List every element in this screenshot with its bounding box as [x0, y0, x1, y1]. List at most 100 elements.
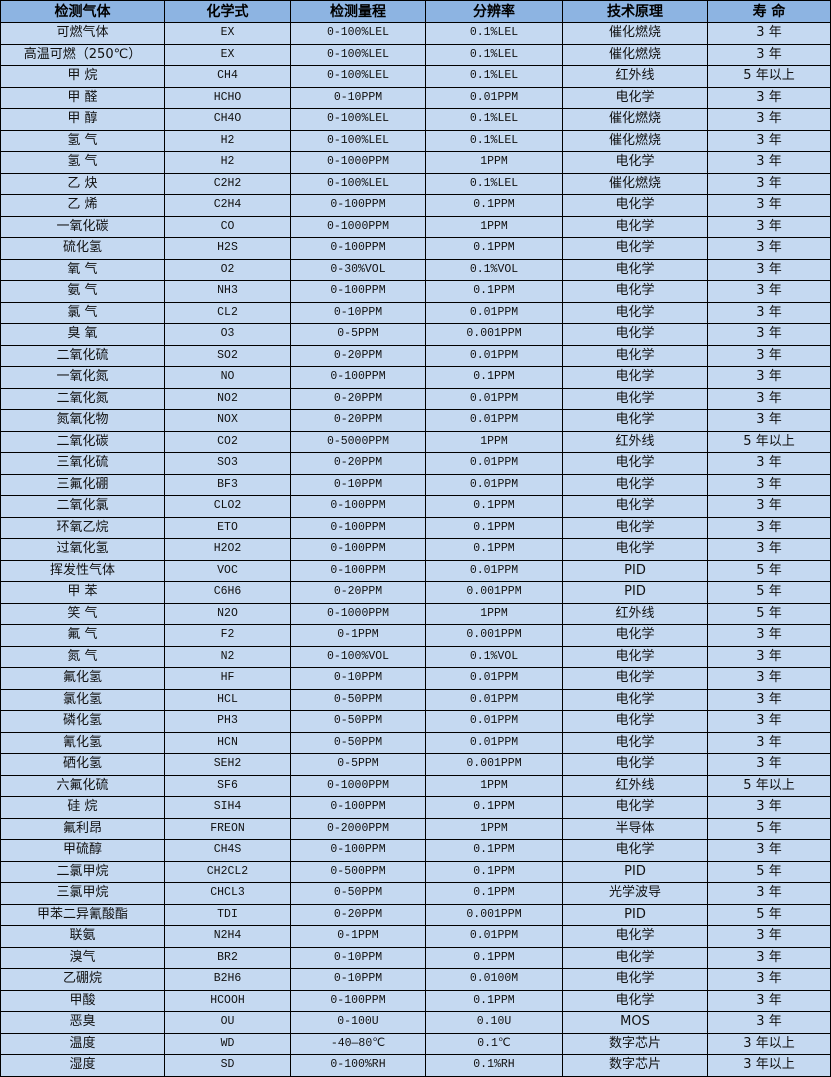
- resolution-cell: 0.1%LEL: [425, 65, 563, 88]
- principle-cell: 电化学: [562, 323, 708, 346]
- principle-cell: 电化学: [562, 516, 708, 539]
- resolution-cell: 0.01PPM: [425, 559, 563, 582]
- gas-cell: 氟利昂: [0, 817, 165, 840]
- range-cell: 0-50PPM: [290, 688, 426, 711]
- table-row: 乙硼烷 B2H6 0-10PPM 0.0100M 电化学 3 年: [0, 968, 831, 991]
- table-row: 三氧化硫 SO3 0-20PPM 0.01PPM 电化学 3 年: [0, 452, 831, 475]
- principle-cell: 红外线: [562, 774, 708, 797]
- lifetime-cell: 5 年: [707, 581, 831, 604]
- resolution-cell: 0.001PPM: [425, 323, 563, 346]
- lifetime-cell: 3 年: [707, 796, 831, 819]
- gas-cell: 氰化氢: [0, 731, 165, 754]
- lifetime-cell: 5 年: [707, 903, 831, 926]
- principle-cell: 红外线: [562, 430, 708, 453]
- gas-cell: 一氧化氮: [0, 366, 165, 389]
- table-row: 一氧化碳 CO 0-1000PPM 1PPM 电化学 3 年: [0, 215, 831, 238]
- formula-cell: SEH2: [164, 753, 291, 776]
- range-cell: 0-100%LEL: [290, 43, 426, 66]
- formula-cell: VOC: [164, 559, 291, 582]
- range-cell: 0-2000PPM: [290, 817, 426, 840]
- gas-cell: 甲酸: [0, 989, 165, 1012]
- range-cell: 0-100%LEL: [290, 129, 426, 152]
- formula-cell: NH3: [164, 280, 291, 303]
- range-cell: 0-100%LEL: [290, 22, 426, 45]
- table-row: 笑 气 N2O 0-1000PPM 1PPM 红外线 5 年: [0, 602, 831, 625]
- range-cell: 0-1000PPM: [290, 215, 426, 238]
- resolution-cell: 0.1%LEL: [425, 172, 563, 195]
- formula-cell: CH4O: [164, 108, 291, 131]
- gas-cell: 二氧化硫: [0, 344, 165, 367]
- gas-cell: 甲硫醇: [0, 839, 165, 862]
- gas-cell: 氟化氢: [0, 667, 165, 690]
- gas-cell: 笑 气: [0, 602, 165, 625]
- range-cell: 0-20PPM: [290, 903, 426, 926]
- lifetime-cell: 3 年: [707, 129, 831, 152]
- gas-cell: 臭 氧: [0, 323, 165, 346]
- gas-cell: 甲苯二异氰酸酯: [0, 903, 165, 926]
- principle-cell: 电化学: [562, 989, 708, 1012]
- formula-cell: CH4: [164, 65, 291, 88]
- gas-cell: 氟 气: [0, 624, 165, 647]
- range-cell: 0-100%LEL: [290, 65, 426, 88]
- table-row: 一氧化氮 NO 0-100PPM 0.1PPM 电化学 3 年: [0, 366, 831, 389]
- lifetime-cell: 3 年: [707, 968, 831, 991]
- formula-cell: NO2: [164, 387, 291, 410]
- principle-cell: 电化学: [562, 538, 708, 561]
- formula-cell: SIH4: [164, 796, 291, 819]
- principle-cell: 电化学: [562, 280, 708, 303]
- formula-cell: C2H2: [164, 172, 291, 195]
- table-row: 甲 醛 HCHO 0-10PPM 0.01PPM 电化学 3 年: [0, 86, 831, 109]
- lifetime-cell: 3 年: [707, 710, 831, 733]
- principle-cell: 电化学: [562, 237, 708, 260]
- table-row: 二氯甲烷 CH2CL2 0-500PPM 0.1PPM PID 5 年: [0, 860, 831, 883]
- gas-cell: 氧 气: [0, 258, 165, 281]
- lifetime-cell: 3 年: [707, 925, 831, 948]
- principle-cell: 催化燃烧: [562, 43, 708, 66]
- gas-cell: 温度: [0, 1032, 165, 1055]
- principle-cell: 电化学: [562, 258, 708, 281]
- formula-cell: CH2CL2: [164, 860, 291, 883]
- formula-cell: O3: [164, 323, 291, 346]
- table-row: 溴气 BR2 0-10PPM 0.1PPM 电化学 3 年: [0, 946, 831, 969]
- principle-cell: 电化学: [562, 409, 708, 432]
- lifetime-cell: 3 年: [707, 882, 831, 905]
- lifetime-cell: 5 年: [707, 817, 831, 840]
- range-cell: 0-100PPM: [290, 280, 426, 303]
- lifetime-cell: 3 年: [707, 753, 831, 776]
- gas-cell: 甲 苯: [0, 581, 165, 604]
- range-cell: 0-100PPM: [290, 559, 426, 582]
- table-row: 甲苯二异氰酸酯 TDI 0-20PPM 0.001PPM PID 5 年: [0, 903, 831, 926]
- lifetime-cell: 3 年: [707, 495, 831, 518]
- header-lifetime: 寿 命: [707, 0, 831, 23]
- resolution-cell: 0.1PPM: [425, 882, 563, 905]
- principle-cell: 电化学: [562, 366, 708, 389]
- principle-cell: 电化学: [562, 151, 708, 174]
- table-row: 三氯甲烷 CHCL3 0-50PPM 0.1PPM 光学波导 3 年: [0, 882, 831, 905]
- formula-cell: HF: [164, 667, 291, 690]
- range-cell: 0-10PPM: [290, 473, 426, 496]
- resolution-cell: 0.01PPM: [425, 301, 563, 324]
- table-row: 六氟化硫 SF6 0-1000PPM 1PPM 红外线 5 年以上: [0, 774, 831, 797]
- table-row: 氟利昂 FREON 0-2000PPM 1PPM 半导体 5 年: [0, 817, 831, 840]
- formula-cell: CH4S: [164, 839, 291, 862]
- range-cell: 0-30%VOL: [290, 258, 426, 281]
- principle-cell: 电化学: [562, 839, 708, 862]
- table-row: 氮 气 N2 0-100%VOL 0.1%VOL 电化学 3 年: [0, 645, 831, 668]
- gas-cell: 磷化氢: [0, 710, 165, 733]
- formula-cell: FREON: [164, 817, 291, 840]
- lifetime-cell: 3 年: [707, 151, 831, 174]
- principle-cell: PID: [562, 860, 708, 883]
- resolution-cell: 1PPM: [425, 602, 563, 625]
- resolution-cell: 0.01PPM: [425, 667, 563, 690]
- resolution-cell: 0.1PPM: [425, 366, 563, 389]
- lifetime-cell: 3 年: [707, 989, 831, 1012]
- formula-cell: CHCL3: [164, 882, 291, 905]
- range-cell: 0-10PPM: [290, 946, 426, 969]
- table-row: 乙 炔 C2H2 0-100%LEL 0.1%LEL 催化燃烧 3 年: [0, 172, 831, 195]
- table-row: 高温可燃（250℃） EX 0-100%LEL 0.1%LEL 催化燃烧 3 年: [0, 43, 831, 66]
- principle-cell: 电化学: [562, 495, 708, 518]
- lifetime-cell: 3 年: [707, 667, 831, 690]
- table-row: 甲酸 HCOOH 0-100PPM 0.1PPM 电化学 3 年: [0, 989, 831, 1012]
- resolution-cell: 0.1PPM: [425, 796, 563, 819]
